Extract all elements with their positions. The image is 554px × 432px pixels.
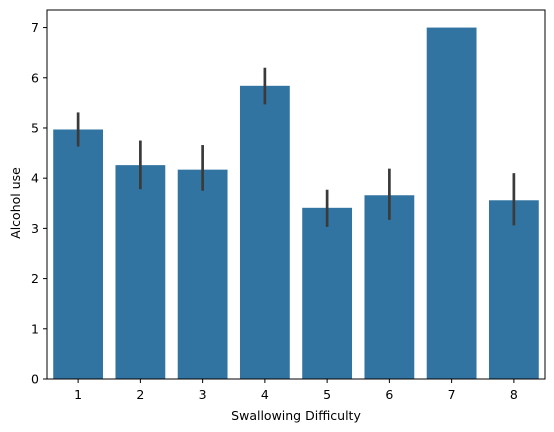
x-tick-label: 7: [448, 387, 456, 402]
y-tick-label: 0: [31, 372, 39, 387]
bar-7: [426, 27, 477, 379]
bar-5: [302, 207, 353, 379]
x-tick-label: 8: [510, 387, 518, 402]
y-tick-label: 1: [31, 321, 39, 336]
x-tick-label: 4: [261, 387, 269, 402]
y-tick-label: 6: [31, 70, 39, 85]
x-tick-label: 2: [136, 387, 144, 402]
bar-4: [239, 85, 290, 379]
x-tick-label: 1: [74, 387, 82, 402]
x-tick-label: 6: [385, 387, 393, 402]
bar-2: [115, 165, 166, 379]
bar-6: [364, 195, 415, 379]
plot-area: 0 1 2 3 4 5 6 7 1 2 3 4 5 6 7 8: [31, 9, 546, 402]
bar-3: [177, 169, 228, 379]
bar-1: [53, 129, 104, 379]
x-axis-title: Swallowing Difficulty: [231, 408, 361, 423]
y-tick-label: 3: [31, 221, 39, 236]
bar-8: [488, 200, 539, 379]
x-tick-label: 5: [323, 387, 331, 402]
y-axis-title: Alcohol use: [8, 167, 23, 239]
axes-frame: [46, 9, 546, 380]
y-tick-label: 7: [31, 20, 39, 35]
y-tick-label: 2: [31, 271, 39, 286]
x-tick-label: 3: [199, 387, 207, 402]
y-tick-label: 4: [31, 171, 39, 186]
y-tick-label: 5: [31, 120, 39, 135]
